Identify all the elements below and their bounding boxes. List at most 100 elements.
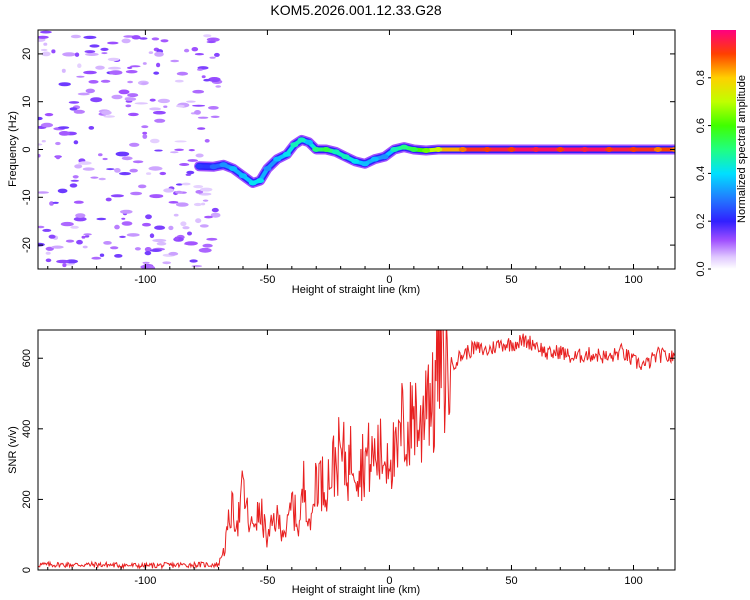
- noise-speckle: [144, 251, 152, 256]
- noise-speckle: [100, 47, 109, 52]
- noise-speckle: [156, 62, 161, 68]
- noise-speckle: [170, 59, 180, 63]
- noise-speckle: [62, 52, 76, 57]
- noise-speckle: [115, 151, 130, 157]
- snr-line: [38, 330, 675, 570]
- noise-speckle: [173, 213, 179, 217]
- noise-speckle: [141, 82, 149, 85]
- spectral-ridge: [194, 134, 675, 188]
- noise-speckle: [98, 177, 106, 181]
- noise-speckle: [142, 222, 151, 227]
- noise-speckle: [145, 214, 152, 220]
- noise-speckle: [65, 239, 75, 243]
- snr-y-tick-label: 600: [21, 349, 33, 367]
- noise-speckle: [192, 89, 205, 94]
- noise-speckle: [49, 201, 54, 206]
- noise-speckle: [180, 221, 187, 227]
- noise-speckle: [89, 44, 100, 48]
- snr-plot-area: [38, 330, 675, 570]
- noise-speckle: [83, 70, 97, 75]
- noise-speckle: [175, 190, 183, 194]
- ridge-blob: [351, 158, 360, 164]
- noise-speckle: [162, 261, 172, 265]
- ridge-blob: [605, 147, 614, 152]
- noise-speckle: [149, 233, 155, 238]
- noise-speckle: [134, 102, 148, 105]
- noise-speckle: [57, 188, 68, 194]
- noise-speckle: [124, 97, 137, 101]
- snr-series: [38, 330, 675, 570]
- noise-speckle: [88, 80, 99, 84]
- noise-speckle: [153, 71, 160, 75]
- colorbar-tick-label: 0.0: [695, 261, 707, 276]
- noise-speckle: [69, 183, 78, 188]
- noise-speckle: [176, 104, 185, 108]
- noise-speckle: [73, 109, 86, 114]
- ridge-blob: [263, 166, 272, 172]
- colorbar-label: Normalized spectral amplitude: [736, 75, 748, 223]
- ridge-blob: [248, 180, 257, 186]
- noise-speckle: [110, 194, 124, 198]
- colorbar-tick-label: 0.6: [695, 118, 707, 133]
- snr-x-tick-label: -50: [259, 575, 275, 587]
- colorbar-ticks: 0.0 0.2 0.4 0.6 0.8: [695, 70, 711, 277]
- colorbar: 0.0 0.2 0.4 0.6 0.8 Normalized spectral ampl…: [695, 30, 748, 277]
- noise-speckle: [204, 139, 210, 143]
- noise-speckle: [132, 160, 144, 164]
- noise-speckle: [159, 171, 167, 176]
- snr-x-axis-title: Height of straight line (km): [292, 584, 420, 596]
- noise-speckle: [95, 65, 105, 70]
- noise-speckle: [88, 126, 95, 130]
- noise-speckle: [170, 151, 179, 154]
- ridge-blob: [312, 147, 321, 152]
- noise-speckle: [142, 134, 148, 139]
- noise-speckle: [52, 201, 59, 204]
- noise-speckle: [61, 68, 66, 73]
- noise-speckle: [151, 37, 160, 41]
- noise-speckle: [126, 233, 140, 237]
- ridge-blob: [195, 163, 204, 169]
- noise-speckle: [84, 235, 90, 238]
- noise-speckle: [176, 71, 189, 76]
- noise-speckle: [58, 131, 70, 136]
- noise-speckle: [121, 217, 126, 220]
- ridge-blob: [390, 147, 399, 152]
- ridge-blob: [653, 147, 662, 152]
- noise-speckle: [106, 168, 115, 171]
- noise-speckle: [149, 98, 156, 102]
- ridge-blob: [409, 147, 418, 152]
- noise-speckle: [38, 225, 45, 229]
- ridge-blob: [256, 178, 265, 184]
- ridge-blob: [304, 139, 313, 145]
- noise-speckle: [202, 199, 209, 202]
- ridge-blob: [341, 154, 350, 160]
- colorbar-gradient: [711, 30, 736, 269]
- noise-speckle: [38, 191, 49, 194]
- noise-speckle: [60, 221, 74, 227]
- noise-speckle: [142, 261, 150, 264]
- noise-speckle: [201, 75, 206, 79]
- noise-speckle: [146, 172, 152, 175]
- noise-speckle: [152, 238, 167, 243]
- noise-speckle: [45, 251, 51, 255]
- ridge-blob: [219, 162, 228, 168]
- noise-speckle: [45, 258, 52, 263]
- noise-speckle: [176, 202, 189, 207]
- colorbar-tick-label: 0.8: [695, 70, 707, 85]
- noise-speckle: [65, 259, 78, 264]
- colorbar-tick-label: 0.2: [695, 214, 707, 229]
- noise-speckle: [75, 213, 86, 219]
- noise-speckle: [55, 155, 61, 160]
- noise-speckle: [120, 209, 133, 214]
- noise-speckle: [142, 131, 148, 135]
- noise-speckle: [156, 241, 167, 246]
- ridge-blob: [556, 147, 565, 152]
- noise-speckle: [102, 157, 108, 161]
- snr-x-tick-label: -100: [134, 575, 156, 587]
- ridge-blob: [331, 149, 340, 155]
- figure-title: KOM5.2026.001.12.33.G28: [270, 2, 441, 18]
- snr-x-tick-label: 50: [505, 575, 517, 587]
- noise-speckle: [168, 225, 174, 231]
- noise-speckle: [84, 50, 96, 54]
